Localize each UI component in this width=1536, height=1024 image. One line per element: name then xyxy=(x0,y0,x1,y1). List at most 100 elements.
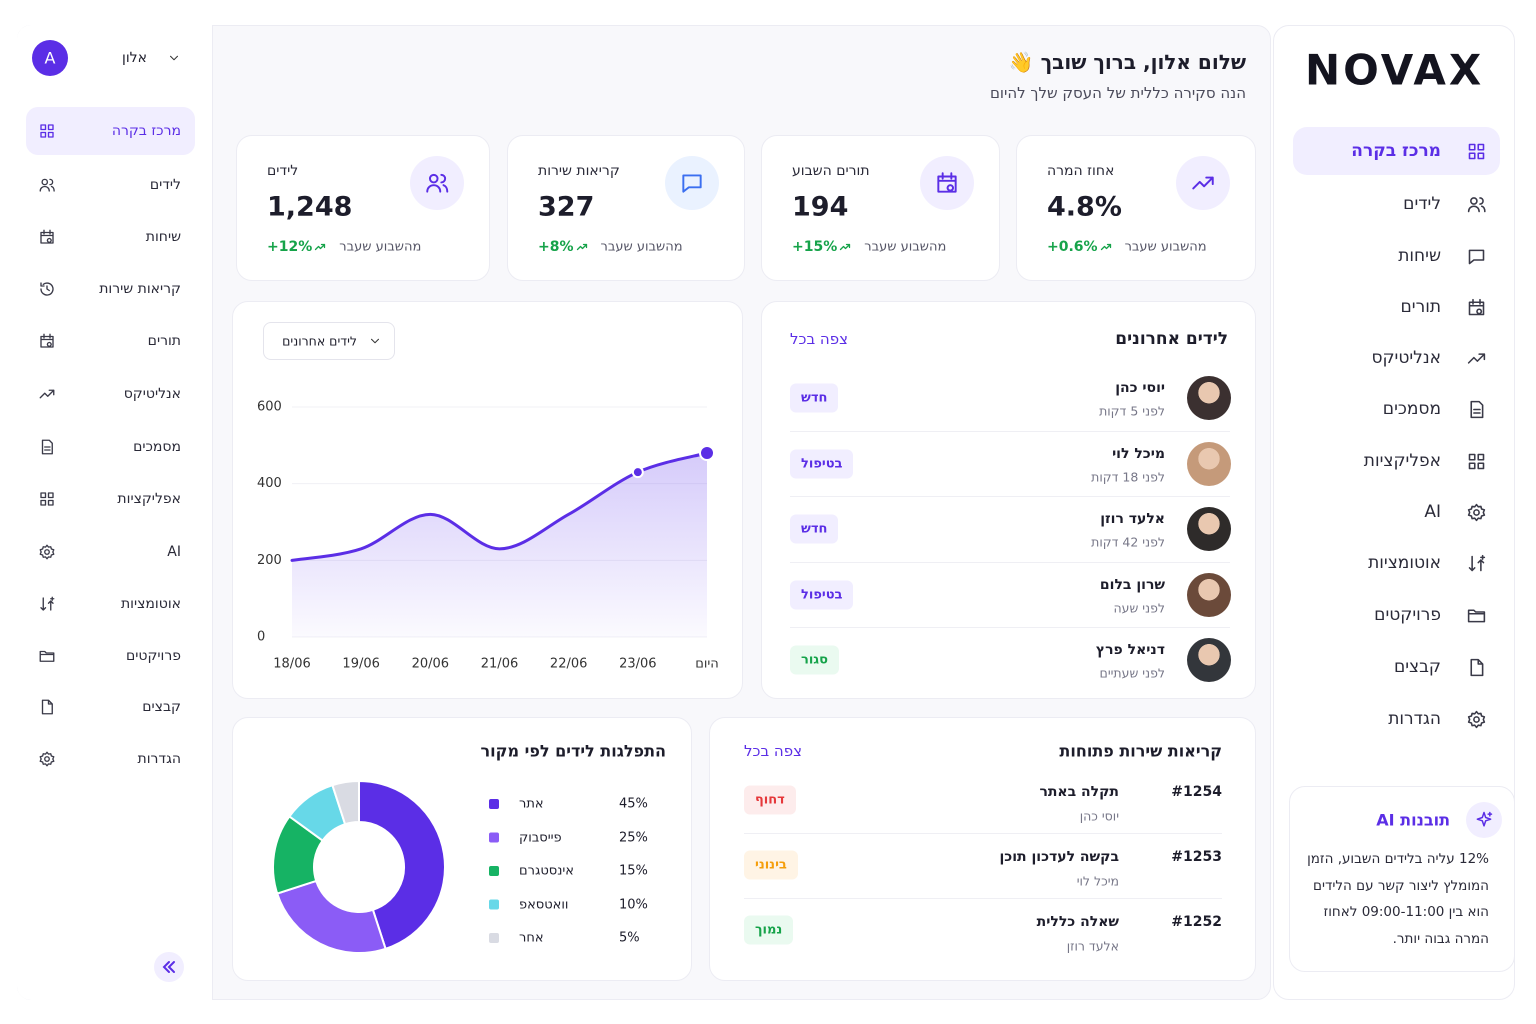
nav-icon xyxy=(1468,143,1484,159)
call-subject: שאלה כללית xyxy=(1036,914,1119,930)
nav-item[interactable]: לידים xyxy=(149,177,181,193)
nav-item[interactable]: אנליטיקס xyxy=(1371,348,1441,368)
nav-item[interactable]: AI xyxy=(167,544,181,560)
stat-period: מהשבוע שעבר xyxy=(1124,239,1207,255)
legend-swatch xyxy=(489,799,499,809)
nav-item[interactable]: AI xyxy=(1424,502,1441,522)
nav-icon xyxy=(1469,400,1483,418)
nav-icon xyxy=(1467,503,1485,521)
lead-name: שרון בלום xyxy=(1099,576,1165,593)
nav-icon xyxy=(39,544,55,560)
x-tick-label: 19/06 xyxy=(342,657,379,672)
legend-value: 10% xyxy=(619,897,648,912)
stat-value: 327 xyxy=(538,191,595,223)
call-id: #1254 xyxy=(1171,784,1222,800)
nav-item[interactable]: לידים xyxy=(1403,194,1441,214)
nav-item[interactable]: פרויקטים xyxy=(125,648,181,664)
nav-item[interactable]: הגדרות xyxy=(1388,709,1441,729)
lead-name: דניאל פרץ xyxy=(1095,642,1165,658)
stat-period: מהשבוע שעבר xyxy=(600,239,683,255)
nav-item[interactable]: מסמכים xyxy=(1382,399,1441,419)
insight-icon-bg xyxy=(1466,802,1502,838)
nav-item[interactable]: מסמכים xyxy=(133,439,181,455)
legend-swatch xyxy=(489,866,499,876)
dropdown-label: לידים אחרונים xyxy=(282,333,357,349)
lead-time: לפני 42 דקות xyxy=(1091,534,1165,550)
stat-icon xyxy=(1192,176,1214,190)
stat-change: +0.6% xyxy=(1047,239,1098,255)
nav-item[interactable]: שיחות xyxy=(145,229,181,245)
lead-time: לפני 18 דקות xyxy=(1091,469,1165,484)
nav-item[interactable]: אפליקציות xyxy=(117,491,181,507)
legend-value: 45% xyxy=(619,796,648,812)
row-divider xyxy=(744,833,1222,834)
nav-icon xyxy=(40,229,54,244)
stat-icon-bg xyxy=(410,156,464,210)
y-tick-label: 200 xyxy=(257,553,282,568)
lead-avatar xyxy=(1187,638,1231,682)
legend-label: אחר xyxy=(519,930,544,946)
user-name: אלון xyxy=(122,50,147,66)
row-divider xyxy=(790,496,1230,497)
x-tick-label: 22/06 xyxy=(550,657,587,672)
nav-item[interactable]: אוטומציות xyxy=(120,596,181,612)
line-point xyxy=(699,445,715,461)
priority-badge: נמוך xyxy=(744,915,794,945)
lead-time: לפני שעה xyxy=(1113,600,1165,615)
line-area xyxy=(292,453,707,637)
call-person: מיכל לוי xyxy=(1076,873,1119,889)
user-menu-chevron xyxy=(169,55,179,61)
legend-label: פייסבוק xyxy=(519,830,562,845)
nav-item[interactable]: מרכז בקרה xyxy=(111,123,181,139)
stat-change-arrow xyxy=(840,243,851,251)
dropdown-chevron xyxy=(370,338,380,344)
pie-slice xyxy=(275,879,387,954)
nav-item[interactable]: קריאות שירות xyxy=(99,281,181,297)
nav-item[interactable]: אוטומציות xyxy=(1368,553,1441,573)
y-tick-label: 0 xyxy=(257,630,265,645)
nav-icon xyxy=(39,178,55,192)
status-badge: בטיפול xyxy=(790,580,854,609)
nav-item[interactable]: קבצים xyxy=(142,699,181,715)
nav-item[interactable]: פרויקטים xyxy=(1374,605,1441,625)
stat-change-arrow xyxy=(315,243,326,251)
card-title: לידים אחרונים xyxy=(1115,329,1228,349)
row-divider xyxy=(790,627,1230,628)
stat-label: תורים השבוע xyxy=(792,163,870,179)
nav-active-bg[interactable] xyxy=(1293,127,1500,175)
nav-item[interactable]: מרכז בקרה xyxy=(1351,141,1441,161)
nav-icon xyxy=(1468,453,1484,469)
nav-item[interactable]: שיחות xyxy=(1398,246,1441,266)
page-subtitle: הנה סקירה כללית של העסק שלך להיום xyxy=(989,84,1246,102)
y-tick-label: 400 xyxy=(257,476,282,491)
nav-item[interactable]: תורים xyxy=(1400,297,1441,317)
nav-active-bg[interactable] xyxy=(26,107,195,155)
leads-card xyxy=(761,301,1256,699)
nav-item[interactable]: תורים xyxy=(147,333,181,349)
stat-icon xyxy=(682,174,702,193)
page-title: שלום אלון, ברוך שובך 👋 xyxy=(1008,50,1246,74)
stat-change-arrow xyxy=(1100,243,1111,251)
nav-item[interactable]: אנליטיקס xyxy=(123,386,181,402)
stat-icon-bg xyxy=(920,156,974,210)
stat-icon xyxy=(937,172,957,193)
nav-icon xyxy=(1467,608,1485,622)
collapse-button[interactable] xyxy=(154,952,184,982)
nav-icon xyxy=(1469,658,1483,676)
logo: NOVAX xyxy=(1305,45,1485,95)
lead-avatar xyxy=(1187,376,1231,420)
nav-icon xyxy=(1468,554,1485,571)
card-title: קריאות שירות פתוחות xyxy=(1059,741,1222,761)
lead-name: אלעד רוזן xyxy=(1100,511,1165,527)
nav-icon xyxy=(39,389,55,399)
stat-label: לידים xyxy=(267,163,299,179)
view-all-link[interactable]: צפה בכל xyxy=(790,330,848,348)
view-all-link[interactable]: צפה בכל xyxy=(744,742,802,760)
nav-item[interactable]: אפליקציות xyxy=(1363,451,1441,471)
stat-label: אחוז המרה xyxy=(1047,163,1115,179)
nav-item[interactable]: קבצים xyxy=(1393,657,1441,677)
x-tick-label: 20/06 xyxy=(412,657,449,672)
nav-item[interactable]: הגדרות xyxy=(137,751,181,767)
